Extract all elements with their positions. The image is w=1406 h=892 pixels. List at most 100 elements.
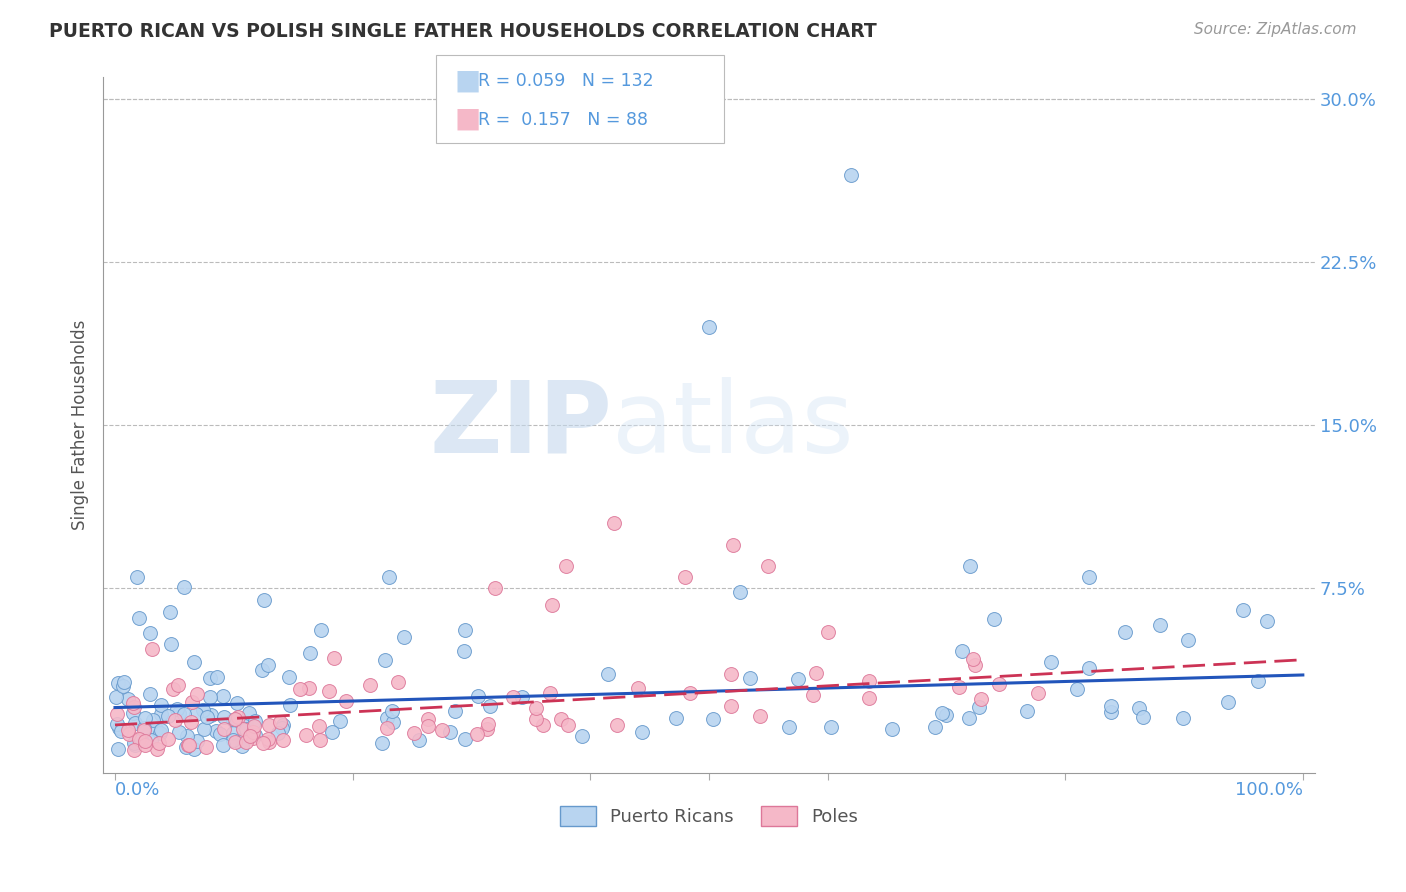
Point xyxy=(186,687,208,701)
Point xyxy=(478,698,501,713)
Point xyxy=(1256,614,1278,628)
Point xyxy=(162,681,184,696)
Point xyxy=(235,735,257,749)
Point xyxy=(108,721,131,735)
Point xyxy=(198,690,221,705)
Point xyxy=(177,738,200,752)
Point xyxy=(748,709,770,723)
Point xyxy=(128,731,150,746)
Point xyxy=(924,719,946,733)
Point xyxy=(465,727,488,741)
Point xyxy=(970,691,993,706)
Point xyxy=(1132,710,1154,724)
Point xyxy=(157,732,180,747)
Point xyxy=(208,726,231,740)
Point xyxy=(329,714,352,728)
Point xyxy=(321,725,343,739)
Point xyxy=(222,732,245,747)
Point xyxy=(256,732,278,747)
Point xyxy=(224,713,246,727)
Point xyxy=(931,706,953,720)
Point xyxy=(134,738,156,752)
Point xyxy=(820,720,842,734)
Point xyxy=(181,695,204,709)
Point xyxy=(375,722,398,736)
Point xyxy=(678,686,700,700)
Point xyxy=(603,516,626,530)
Point xyxy=(169,724,191,739)
Point xyxy=(858,674,880,689)
Point xyxy=(817,624,839,639)
Point xyxy=(222,726,245,740)
Point xyxy=(477,722,499,736)
Point xyxy=(963,658,986,673)
Point xyxy=(298,681,321,695)
Point xyxy=(242,731,264,745)
Text: PUERTO RICAN VS POLISH SINGLE FATHER HOUSEHOLDS CORRELATION CHART: PUERTO RICAN VS POLISH SINGLE FATHER HOU… xyxy=(49,22,877,41)
Point xyxy=(253,593,276,607)
Point xyxy=(124,715,146,730)
Point xyxy=(1066,682,1088,697)
Point xyxy=(298,647,321,661)
Point xyxy=(375,711,398,725)
Point xyxy=(104,690,127,704)
Point xyxy=(195,710,218,724)
Point xyxy=(166,701,188,715)
Point xyxy=(105,716,128,731)
Point xyxy=(180,714,202,729)
Point xyxy=(596,667,619,681)
Point xyxy=(224,712,246,726)
Point xyxy=(232,733,254,747)
Point xyxy=(184,707,207,722)
Point xyxy=(467,689,489,703)
Point xyxy=(1114,624,1136,639)
Point xyxy=(159,605,181,619)
Point xyxy=(1128,700,1150,714)
Point xyxy=(271,722,294,736)
Point xyxy=(122,743,145,757)
Text: R = 0.059   N = 132: R = 0.059 N = 132 xyxy=(478,72,654,90)
Point xyxy=(195,739,218,754)
Point xyxy=(432,723,454,738)
Point xyxy=(212,709,235,723)
Text: atlas: atlas xyxy=(612,376,853,474)
Point xyxy=(524,712,547,726)
Point xyxy=(167,678,190,692)
Point xyxy=(801,689,824,703)
Point xyxy=(418,719,440,733)
Point xyxy=(392,630,415,644)
Point xyxy=(374,652,396,666)
Point xyxy=(243,728,266,742)
Point xyxy=(132,723,155,738)
Point xyxy=(222,713,245,727)
Point xyxy=(322,650,344,665)
Point xyxy=(1247,674,1270,689)
Point xyxy=(141,642,163,657)
Point xyxy=(1218,695,1240,709)
Point xyxy=(555,559,578,574)
Point xyxy=(948,681,970,695)
Point xyxy=(239,729,262,743)
Point xyxy=(720,667,742,681)
Point xyxy=(756,559,779,574)
Point xyxy=(149,726,172,740)
Point xyxy=(128,611,150,625)
Point xyxy=(193,722,215,736)
Point xyxy=(378,570,401,584)
Point xyxy=(962,652,984,666)
Point xyxy=(240,728,263,742)
Point xyxy=(186,733,208,747)
Point xyxy=(309,733,332,747)
Point xyxy=(243,719,266,733)
Point xyxy=(211,689,233,703)
Point xyxy=(983,612,1005,626)
Point xyxy=(177,738,200,752)
Point xyxy=(204,724,226,739)
Point xyxy=(484,581,506,595)
Point xyxy=(226,696,249,710)
Point xyxy=(665,710,688,724)
Point xyxy=(987,677,1010,691)
Point xyxy=(150,706,173,721)
Point xyxy=(139,687,162,701)
Point xyxy=(290,681,312,696)
